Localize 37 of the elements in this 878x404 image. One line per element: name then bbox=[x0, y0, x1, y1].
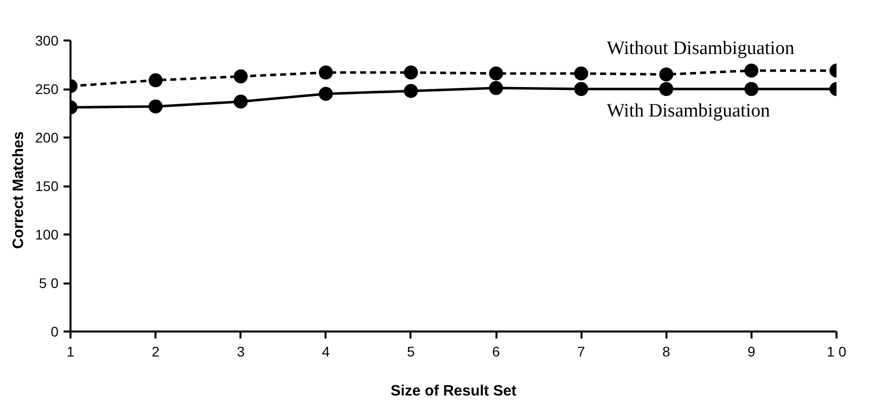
x-tick-label: 8 bbox=[662, 344, 670, 360]
x-tick-label: 6 bbox=[492, 344, 500, 360]
y-tick-label: 150 bbox=[35, 178, 59, 194]
y-tick-label: 0 bbox=[50, 324, 59, 340]
y-tick-label: 5 0 bbox=[39, 275, 59, 291]
x-tick-label: 5 bbox=[407, 344, 416, 360]
point bbox=[234, 69, 248, 84]
point bbox=[659, 82, 674, 96]
x-tick-label: 4 bbox=[322, 344, 330, 360]
point bbox=[148, 73, 163, 88]
x-tick-label: 7 bbox=[577, 344, 586, 360]
x-tick-label: 3 bbox=[236, 344, 245, 360]
series-label: With Disambiguation bbox=[606, 100, 771, 122]
x-axis-title: Size of Result Set bbox=[390, 382, 516, 400]
point bbox=[574, 82, 588, 96]
point bbox=[659, 67, 674, 82]
y-axis-title: Correct Matches bbox=[10, 131, 28, 249]
x-tick-label: 2 bbox=[152, 344, 160, 360]
point bbox=[744, 64, 758, 78]
point bbox=[318, 86, 333, 101]
y-tick-label: 250 bbox=[35, 81, 59, 97]
point bbox=[744, 82, 758, 96]
point bbox=[234, 94, 248, 109]
y-tick-label: 300 bbox=[35, 32, 59, 48]
point bbox=[318, 66, 333, 80]
x-tick-label: 1 bbox=[66, 344, 75, 360]
point bbox=[404, 66, 418, 80]
point bbox=[404, 84, 418, 98]
series-label: Without Disambiguation bbox=[606, 38, 795, 59]
point bbox=[489, 66, 504, 80]
x-tick-label: 9 bbox=[747, 344, 756, 360]
y-tick-label: 100 bbox=[35, 226, 59, 242]
x-tick-label: 1 0 bbox=[826, 344, 846, 360]
point bbox=[489, 81, 504, 96]
y-tick-label: 200 bbox=[35, 130, 59, 146]
point bbox=[574, 66, 588, 80]
point bbox=[148, 99, 163, 114]
